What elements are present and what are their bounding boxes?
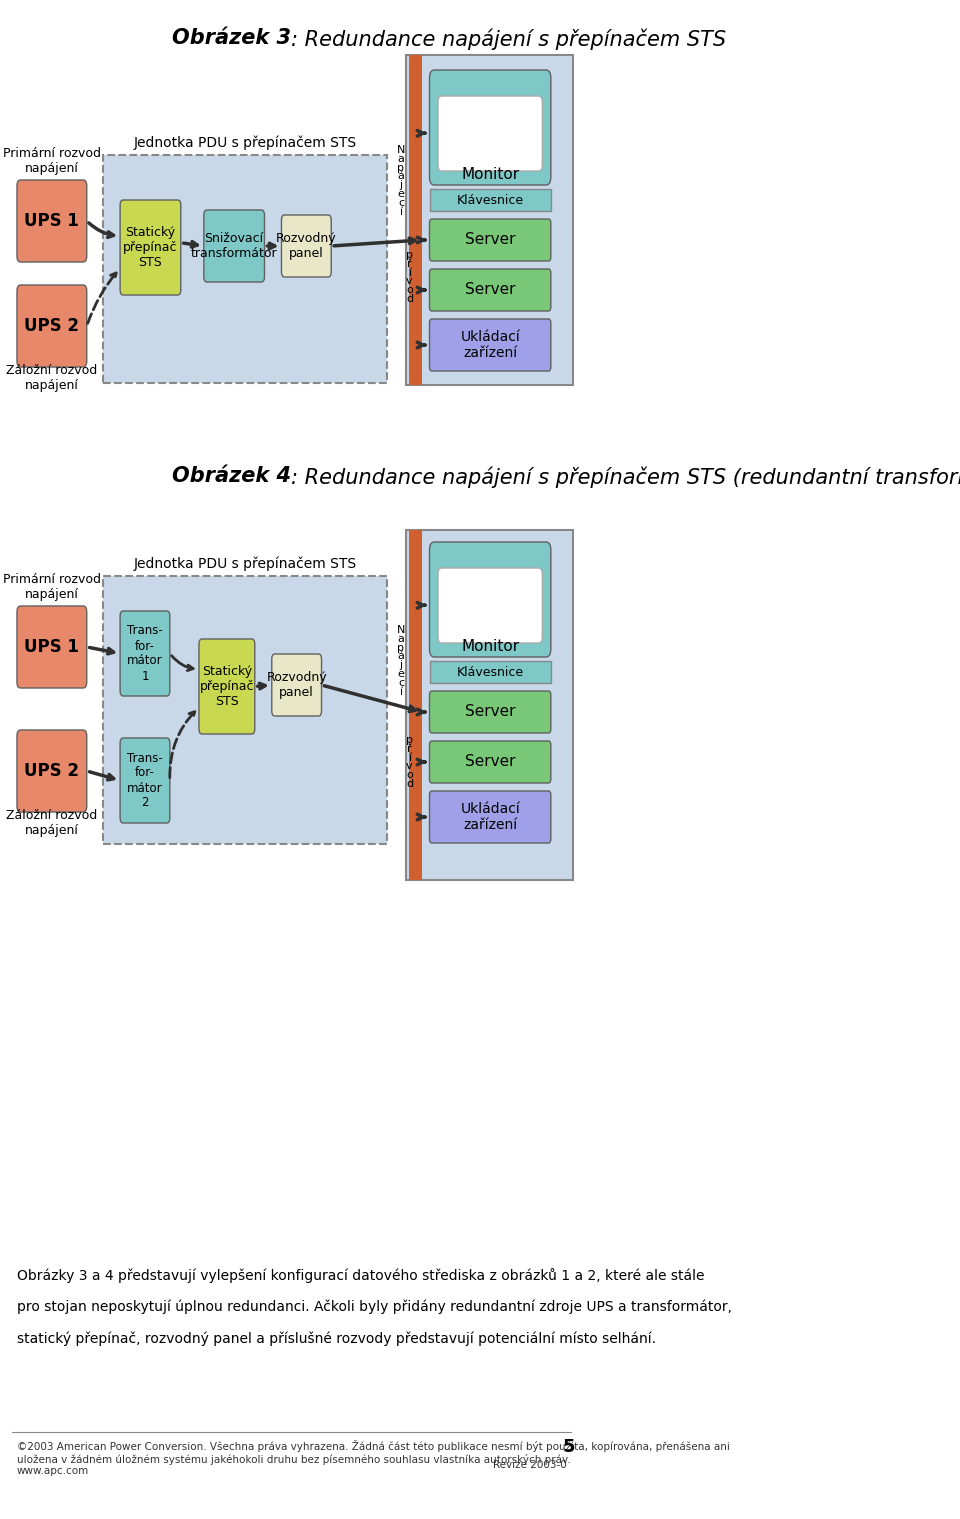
FancyBboxPatch shape xyxy=(410,530,421,880)
Text: Server: Server xyxy=(465,283,516,298)
Text: 5: 5 xyxy=(563,1438,575,1457)
FancyBboxPatch shape xyxy=(438,568,542,643)
Text: Statický
přepínač
STS: Statický přepínač STS xyxy=(123,226,178,269)
FancyBboxPatch shape xyxy=(17,606,86,688)
FancyBboxPatch shape xyxy=(429,661,551,684)
FancyBboxPatch shape xyxy=(120,201,180,295)
FancyBboxPatch shape xyxy=(429,70,551,185)
Text: Záložní rozvod
napájení: Záložní rozvod napájení xyxy=(7,365,98,392)
Text: Obrázek 3: Obrázek 3 xyxy=(172,27,291,49)
FancyBboxPatch shape xyxy=(204,210,265,283)
Text: Rozvodný
panel: Rozvodný panel xyxy=(276,232,337,260)
FancyBboxPatch shape xyxy=(120,611,170,696)
Text: UPS 1: UPS 1 xyxy=(24,213,80,229)
FancyBboxPatch shape xyxy=(429,319,551,371)
FancyBboxPatch shape xyxy=(17,731,86,813)
Text: Záložní rozvod
napájení: Záložní rozvod napájení xyxy=(7,810,98,837)
Text: Monitor: Monitor xyxy=(461,167,519,182)
FancyBboxPatch shape xyxy=(281,216,331,276)
Text: Trans-
for-
mátor
1: Trans- for- mátor 1 xyxy=(127,624,163,682)
FancyBboxPatch shape xyxy=(410,55,421,384)
Text: Server: Server xyxy=(465,705,516,720)
Text: Trans-
for-
mátor
2: Trans- for- mátor 2 xyxy=(127,752,163,810)
Text: : Redundance napájení s přepínačem STS (redundantní transformátory): : Redundance napájení s přepínačem STS (… xyxy=(291,466,960,488)
Text: Server: Server xyxy=(465,755,516,770)
Text: statický přepínač, rozvodný panel a příslušné rozvody představují potenciální mí: statický přepínač, rozvodný panel a přís… xyxy=(17,1332,656,1346)
FancyBboxPatch shape xyxy=(429,741,551,782)
FancyBboxPatch shape xyxy=(120,738,170,823)
FancyBboxPatch shape xyxy=(103,155,387,383)
Text: N
a
p
á
j
e
c
í: N a p á j e c í xyxy=(396,144,405,217)
FancyBboxPatch shape xyxy=(429,542,551,658)
Text: p
ř
í
v
o
d: p ř í v o d xyxy=(406,735,413,788)
Text: UPS 2: UPS 2 xyxy=(24,317,80,336)
Text: UPS 2: UPS 2 xyxy=(24,763,80,779)
Text: Primární rozvod
napájení: Primární rozvod napájení xyxy=(3,147,101,175)
Text: Server: Server xyxy=(465,232,516,248)
Text: : Redundance napájení s přepínačem STS: : Redundance napájení s přepínačem STS xyxy=(291,27,727,50)
Text: Klávesnice: Klávesnice xyxy=(457,665,524,679)
Text: N
a
p
á
j
e
c
í: N a p á j e c í xyxy=(396,624,405,697)
Text: UPS 1: UPS 1 xyxy=(24,638,80,656)
Text: Jednotka PDU s přepínačem STS: Jednotka PDU s přepínačem STS xyxy=(133,135,357,150)
FancyBboxPatch shape xyxy=(429,219,551,261)
FancyBboxPatch shape xyxy=(272,655,322,715)
FancyBboxPatch shape xyxy=(406,55,573,384)
Text: Monitor: Monitor xyxy=(461,639,519,655)
Text: Revize 2003-0: Revize 2003-0 xyxy=(493,1460,567,1470)
Text: pro stojan neposkytují úplnou redundanci. Ačkoli byly přidány redundantní zdroje: pro stojan neposkytují úplnou redundanci… xyxy=(17,1300,732,1314)
FancyBboxPatch shape xyxy=(17,286,86,368)
Text: Ukládací
zařízení: Ukládací zařízení xyxy=(460,802,520,832)
Text: Jednotka PDU s přepínačem STS: Jednotka PDU s přepínačem STS xyxy=(133,556,357,571)
Text: Ukládací
zařízení: Ukládací zařízení xyxy=(460,330,520,360)
FancyBboxPatch shape xyxy=(17,179,86,261)
Text: Obrázky 3 a 4 představují vylepšení konfigurací datového střediska z obrázků 1 a: Obrázky 3 a 4 představují vylepšení konf… xyxy=(17,1268,705,1284)
FancyBboxPatch shape xyxy=(199,639,254,734)
Text: Obrázek 4: Obrázek 4 xyxy=(172,466,291,486)
FancyBboxPatch shape xyxy=(429,269,551,311)
Text: Rozvodný
panel: Rozvodný panel xyxy=(266,671,327,699)
FancyBboxPatch shape xyxy=(438,96,542,172)
FancyBboxPatch shape xyxy=(429,691,551,734)
FancyBboxPatch shape xyxy=(406,530,573,880)
Text: Primární rozvod
napájení: Primární rozvod napájení xyxy=(3,573,101,602)
Text: ©2003 American Power Conversion. Všechna práva vyhrazena. Žádná část této publik: ©2003 American Power Conversion. Všechna… xyxy=(17,1440,730,1476)
Text: Snižovací
transformátor: Snižovací transformátor xyxy=(191,232,277,260)
Text: Statický
přepínač
STS: Statický přepínač STS xyxy=(200,665,254,708)
FancyBboxPatch shape xyxy=(429,791,551,843)
FancyBboxPatch shape xyxy=(103,576,387,845)
Text: p
ř
í
v
o
d: p ř í v o d xyxy=(406,251,413,304)
FancyBboxPatch shape xyxy=(429,188,551,211)
Text: Klávesnice: Klávesnice xyxy=(457,193,524,207)
